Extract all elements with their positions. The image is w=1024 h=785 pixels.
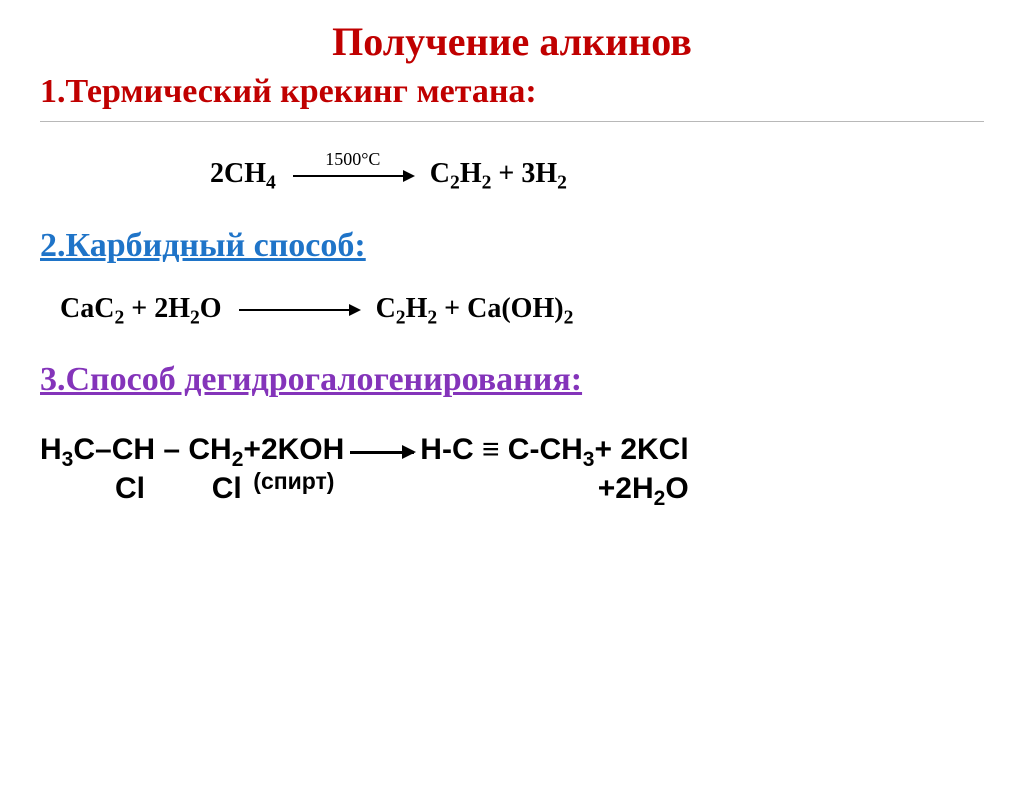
equation-3: H3C–CH – CH2 Cl Cl +2KOH (спирт) H-C ≡ C… bbox=[40, 433, 1024, 511]
equation-2: CaC2 + 2H2O C2H2 + Ca(OH)2 bbox=[60, 293, 1024, 330]
koh-text: +2KOH bbox=[243, 433, 344, 466]
section-3-heading: 3.Способ дегидрогалогенирования: bbox=[40, 361, 1024, 399]
cl-label: Cl bbox=[212, 472, 242, 505]
koh-note: (спирт) bbox=[243, 468, 344, 494]
section-2-heading: 2.Карбидный способ: bbox=[40, 227, 1024, 265]
eq3-product: H-C ≡ C-CH3+ 2KCl +2H2O bbox=[420, 433, 688, 511]
arrow-condition: 1500°C bbox=[293, 149, 413, 170]
divider bbox=[40, 121, 984, 122]
eq2-lhs: CaC2 + 2H2O bbox=[60, 293, 222, 324]
slide-title: Получение алкинов bbox=[0, 18, 1024, 65]
eq3-reactant: H3C–CH – CH2 Cl Cl bbox=[40, 433, 243, 507]
eq1-rhs: C2H2 + 3H2 bbox=[430, 158, 567, 189]
eq3-koh: +2KOH (спирт) bbox=[243, 433, 344, 494]
reaction-arrow-icon: 1500°C bbox=[293, 175, 413, 177]
equation-1: 2CH4 1500°C C2H2 + 3H2 bbox=[210, 158, 1024, 195]
reaction-arrow-icon bbox=[239, 309, 359, 311]
cl-label: Cl bbox=[115, 472, 145, 505]
section-1-heading: 1.Термический крекинг метана: bbox=[40, 73, 1024, 111]
eq2-rhs: C2H2 + Ca(OH)2 bbox=[376, 293, 574, 324]
reaction-arrow-icon bbox=[350, 451, 414, 454]
eq1-lhs: 2CH4 bbox=[210, 158, 276, 189]
